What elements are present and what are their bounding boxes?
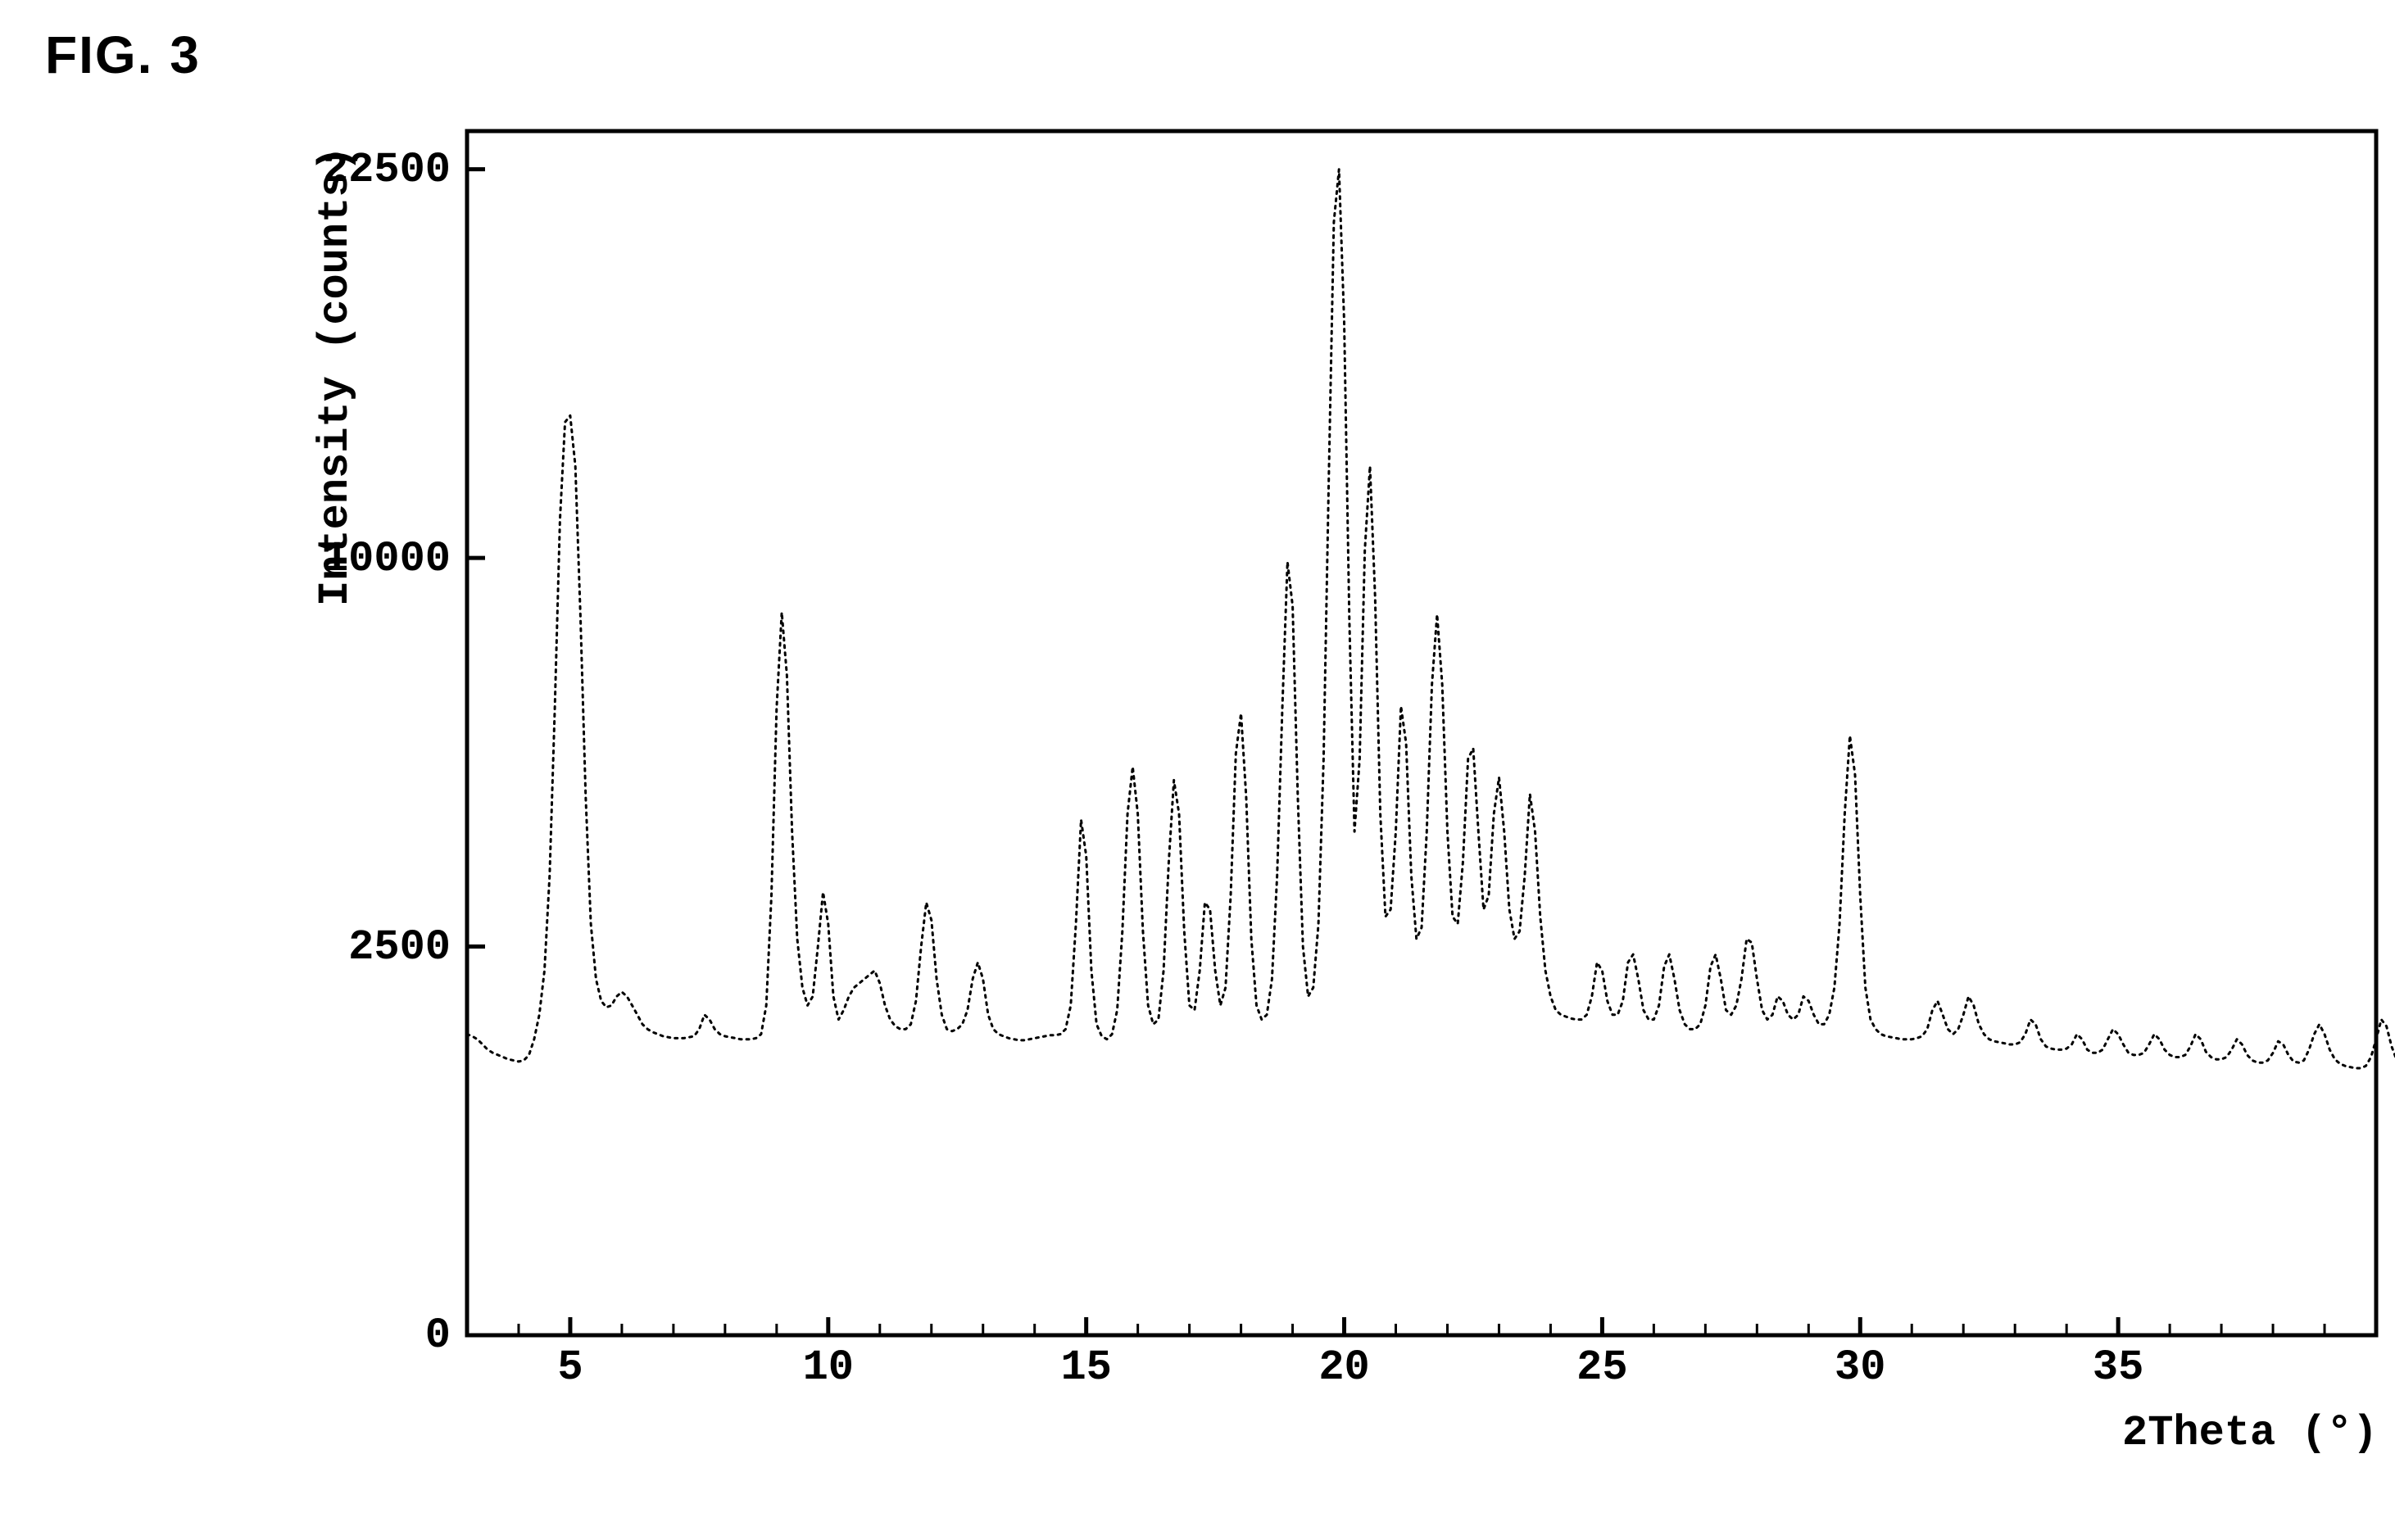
tick-label: 15 [1060, 1343, 1111, 1392]
tick-label: 0 [425, 1311, 451, 1360]
xrd-spectrum-line [467, 170, 2395, 1072]
x-axis-label: 2Theta (°) [2122, 1409, 2378, 1457]
tick-label: 30 [1835, 1343, 1885, 1392]
plot-border [467, 131, 2376, 1335]
tick-label: 25 [1576, 1343, 1627, 1392]
tick-label: 2500 [348, 923, 451, 972]
x-ticks [570, 1317, 2118, 1335]
tick-label: 10000 [323, 535, 451, 583]
y-ticks [467, 170, 485, 1335]
tick-label: 20 [1318, 1343, 1369, 1392]
tick-label: 35 [2093, 1343, 2143, 1392]
tick-label: 22500 [323, 146, 451, 194]
tick-label: 5 [557, 1343, 583, 1392]
figure-label: FIG. 3 [45, 25, 201, 85]
tick-label: 10 [803, 1343, 854, 1392]
